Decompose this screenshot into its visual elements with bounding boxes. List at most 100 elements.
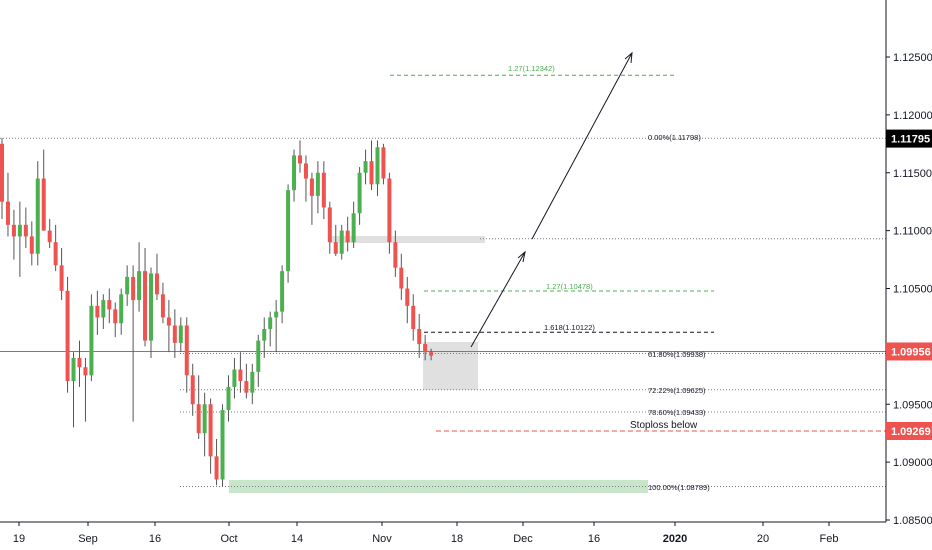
candle-body — [220, 410, 225, 480]
time-tick-label: 16 — [149, 533, 161, 545]
candle-body — [423, 344, 428, 353]
candle-body — [0, 143, 4, 202]
candle-body — [238, 369, 243, 382]
price-tag — [886, 421, 932, 440]
candle-body — [178, 325, 183, 343]
candle-body — [399, 267, 404, 289]
price-tick-label: 1.11500 — [893, 168, 932, 180]
candle-body — [143, 271, 148, 341]
candle-body — [71, 357, 76, 382]
candle-body — [113, 309, 118, 324]
candle-body — [208, 404, 213, 457]
fib-labels: 0.00%(1.11798) 61.80%(1.09938) 72.22%(1.… — [508, 64, 710, 492]
candle-body — [190, 375, 195, 405]
candle-body — [160, 294, 165, 318]
candle-body — [303, 163, 308, 179]
time-tick-label: Nov — [372, 533, 392, 545]
candle-body — [363, 161, 368, 173]
candle-body — [107, 300, 112, 310]
price-axis[interactable]: 1.12500 1.12000 1.11500 1.11000 1.10500 1.095… — [886, 52, 932, 527]
candle-body — [59, 265, 64, 291]
time-tick-label: Feb — [820, 533, 839, 545]
time-axis[interactable]: 19 Sep 16 Oct 14 Nov 18 Dec 16 2020 20 Feb — [13, 522, 839, 545]
candle-body — [381, 147, 386, 179]
candle-body — [244, 381, 249, 393]
candle-body — [83, 367, 88, 376]
candle-body — [17, 224, 22, 237]
price-tag-label: 1.11795 — [891, 134, 930, 146]
price-tick-label: 1.09000 — [893, 457, 932, 469]
candle-body — [184, 325, 189, 376]
time-tick-label: 18 — [451, 533, 463, 545]
arrowhead-short — [517, 250, 526, 263]
candle-body — [411, 305, 416, 330]
time-tick-label: 2020 — [663, 533, 687, 545]
candle-body — [274, 311, 279, 318]
candle-body — [393, 242, 398, 268]
candle-body — [262, 329, 267, 341]
fib-label-722: 72.22%(1.09625) — [648, 386, 706, 395]
candle-body — [77, 357, 82, 368]
candle-body — [23, 224, 28, 237]
candle-body — [53, 242, 58, 266]
candle-body — [172, 325, 177, 343]
price-tick-label: 1.10500 — [893, 284, 932, 296]
candle-body — [387, 178, 392, 243]
candle-body — [166, 317, 171, 326]
time-tick-label: Dec — [513, 533, 533, 545]
candle-body — [298, 155, 302, 164]
price-tick-label: 1.09500 — [893, 399, 932, 411]
candle-body — [375, 147, 380, 185]
candle-body — [256, 340, 261, 372]
candle-body — [41, 178, 46, 231]
candle-body — [226, 386, 231, 411]
fib-label-786: 78.60%(1.09433) — [648, 408, 706, 417]
candle-body — [119, 294, 124, 324]
time-tick-label: 20 — [757, 533, 769, 545]
candle-body — [405, 288, 410, 306]
candle-body — [280, 271, 285, 312]
supply-zone — [329, 236, 485, 243]
projection-arrows — [470, 51, 633, 348]
price-tick-label: 1.08500 — [893, 515, 932, 527]
candles — [0, 138, 434, 487]
candle-body — [125, 276, 130, 295]
candle-body — [429, 352, 434, 356]
candle-body — [345, 230, 350, 243]
price-tick-label: 1.11000 — [893, 226, 932, 238]
candle-body — [95, 305, 100, 318]
price-tick-label: 1.12500 — [893, 52, 932, 64]
time-tick-label: 19 — [13, 533, 25, 545]
candle-body — [101, 300, 106, 318]
ext-label-upper: 1.27(1.12342) — [508, 64, 555, 73]
fib-label-618: 61.80%(1.09938) — [648, 350, 706, 359]
candle-body — [149, 273, 153, 341]
candle-body — [11, 224, 16, 237]
candle-body — [232, 369, 237, 387]
price-tick-label: 1.12000 — [893, 110, 932, 122]
time-tick-label: 16 — [588, 533, 600, 545]
candle-body — [214, 456, 219, 480]
candle-body — [417, 329, 422, 345]
arrowhead-long — [624, 51, 633, 64]
entry-zone — [423, 342, 478, 390]
candle-body — [292, 155, 297, 191]
candle-body — [333, 242, 338, 254]
time-tick-label: Sep — [78, 533, 98, 545]
projection-arrow-short — [470, 251, 526, 348]
candle-body — [327, 207, 332, 243]
candle-body — [339, 230, 344, 254]
time-tick-label: 14 — [291, 533, 303, 545]
candle-body — [131, 276, 136, 301]
candle-body — [250, 371, 255, 393]
candle-body — [89, 305, 94, 376]
candle-body — [65, 290, 70, 382]
candle-body — [357, 172, 362, 214]
candle-body — [268, 317, 273, 330]
candle-body — [315, 172, 320, 196]
time-tick-label: Oct — [220, 533, 237, 545]
candle-body — [309, 178, 314, 196]
fib-label-100: 100.00%(1.08789) — [648, 483, 710, 492]
price-tag — [886, 342, 932, 361]
